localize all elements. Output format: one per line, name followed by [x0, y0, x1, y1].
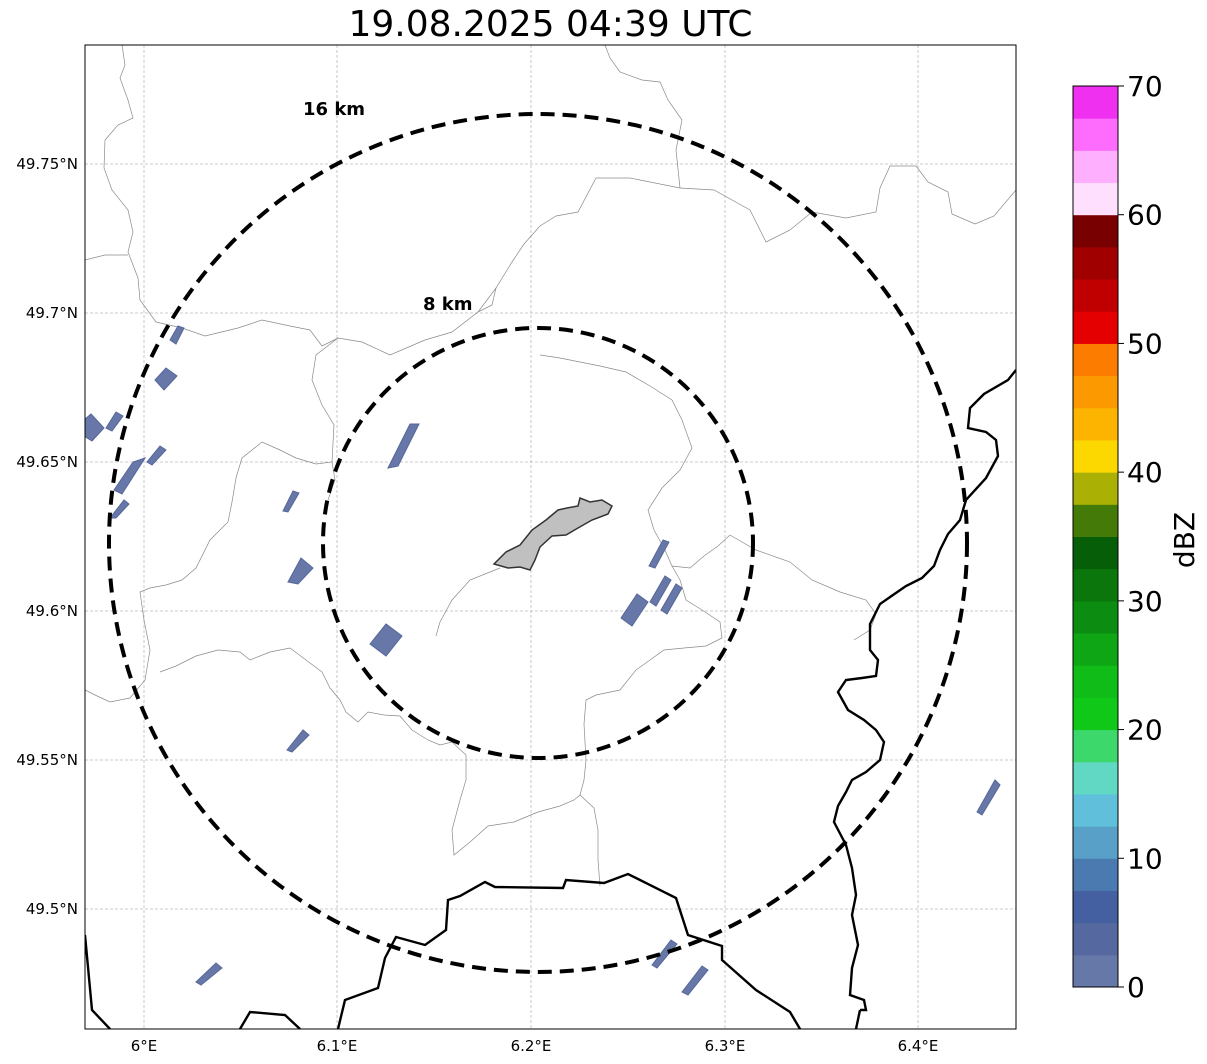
echo-patch — [85, 413, 105, 442]
colorbar-band — [1073, 858, 1118, 891]
colorbar-ticks: 0 10 20 30 40 50 60 70 — [1118, 70, 1163, 1004]
colorbar-band — [1073, 182, 1118, 216]
echo-patch — [108, 499, 130, 519]
colorbar-band — [1073, 665, 1118, 698]
echo-patch — [146, 445, 167, 466]
range-ring-16km — [107, 112, 969, 974]
colorbar-unit-label: dBZ — [1168, 512, 1201, 568]
city-area — [492, 496, 613, 571]
colorbar-band — [1073, 472, 1118, 505]
colorbar-band — [1073, 793, 1118, 827]
colorbar-tick-label: 20 — [1127, 714, 1163, 747]
colorbar-tick-label: 40 — [1127, 456, 1163, 489]
echo-patch — [287, 557, 314, 585]
colorbar-band — [1073, 375, 1118, 409]
colorbar-band — [1073, 246, 1118, 280]
echo-patch — [387, 423, 420, 469]
colorbar-tick-label: 70 — [1127, 70, 1163, 103]
range-ring-label-16km: 16 km — [303, 99, 365, 120]
colorbar-band — [1073, 150, 1118, 184]
echo-patch — [681, 965, 709, 996]
echo-patch — [282, 490, 300, 513]
lat-label: 49.7°N — [26, 304, 78, 322]
colorbar-band — [1073, 826, 1118, 859]
echo-patch — [976, 779, 1001, 816]
map-frame — [84, 44, 1017, 1030]
echo-patch — [286, 729, 310, 753]
colorbar-band — [1073, 439, 1118, 473]
echo-patch — [369, 623, 403, 657]
echo-patch — [113, 457, 147, 495]
colorbar-band — [1073, 407, 1118, 441]
echo-patch — [620, 593, 649, 627]
colorbar-tick-label: 50 — [1127, 327, 1163, 360]
range-ring-label-8km: 8 km — [423, 294, 473, 315]
echo-patch — [649, 575, 672, 607]
colorbar-band — [1073, 279, 1118, 312]
lon-label: 6°E — [131, 1037, 158, 1055]
colorbar-tick-label: 10 — [1127, 842, 1163, 875]
latitude-labels: 49.75°N 49.7°N 49.65°N 49.6°N 49.55°N 49… — [16, 155, 78, 918]
colorbar-band — [1073, 536, 1118, 570]
gridlines — [85, 45, 1016, 1029]
colorbar-band — [1073, 311, 1118, 344]
lon-label: 6.1°E — [317, 1037, 358, 1055]
colorbar-band — [1073, 697, 1118, 731]
colorbar-band — [1073, 729, 1118, 763]
colorbar-band — [1073, 633, 1118, 666]
admin-boundaries — [85, 45, 1016, 887]
echo-patch — [651, 939, 678, 969]
longitude-labels: 6°E 6.1°E 6.2°E 6.3°E 6.4°E — [131, 1037, 939, 1055]
echo-patch — [169, 325, 185, 345]
colorbar-band — [1073, 86, 1118, 119]
colorbar-band — [1073, 214, 1118, 248]
echo-patch — [660, 583, 683, 615]
echo-patch — [105, 411, 124, 432]
colorbar-band — [1073, 761, 1118, 795]
lat-label: 49.65°N — [16, 453, 78, 471]
colorbar-band — [1073, 954, 1118, 988]
echo-patch — [195, 962, 223, 986]
colorbar-band — [1073, 118, 1118, 151]
lon-label: 6.3°E — [705, 1037, 746, 1055]
radar-echoes — [85, 325, 1001, 996]
colorbar-band — [1073, 504, 1118, 537]
colorbar-tick-label: 30 — [1127, 585, 1163, 618]
colorbar-tick-label: 0 — [1127, 971, 1145, 1004]
lat-label: 49.6°N — [26, 602, 78, 620]
colorbar-frame — [1072, 85, 1119, 988]
colorbar-band — [1073, 890, 1118, 924]
lon-label: 6.2°E — [511, 1037, 552, 1055]
colorbar-band — [1073, 600, 1118, 634]
colorbar-tick-label: 60 — [1127, 199, 1163, 232]
colorbar-bands — [1073, 86, 1118, 988]
lat-label: 49.75°N — [16, 155, 78, 173]
lat-label: 49.55°N — [16, 751, 78, 769]
lat-label: 49.5°N — [26, 900, 78, 918]
echo-patch — [154, 367, 178, 391]
colorbar-band — [1073, 922, 1118, 956]
lon-label: 6.4°E — [898, 1037, 939, 1055]
map-title: 19.08.2025 04:39 UTC — [348, 4, 753, 45]
colorbar-band — [1073, 568, 1118, 602]
range-ring-8km — [321, 326, 755, 760]
echo-patch — [648, 539, 670, 569]
colorbar-band — [1073, 343, 1118, 377]
